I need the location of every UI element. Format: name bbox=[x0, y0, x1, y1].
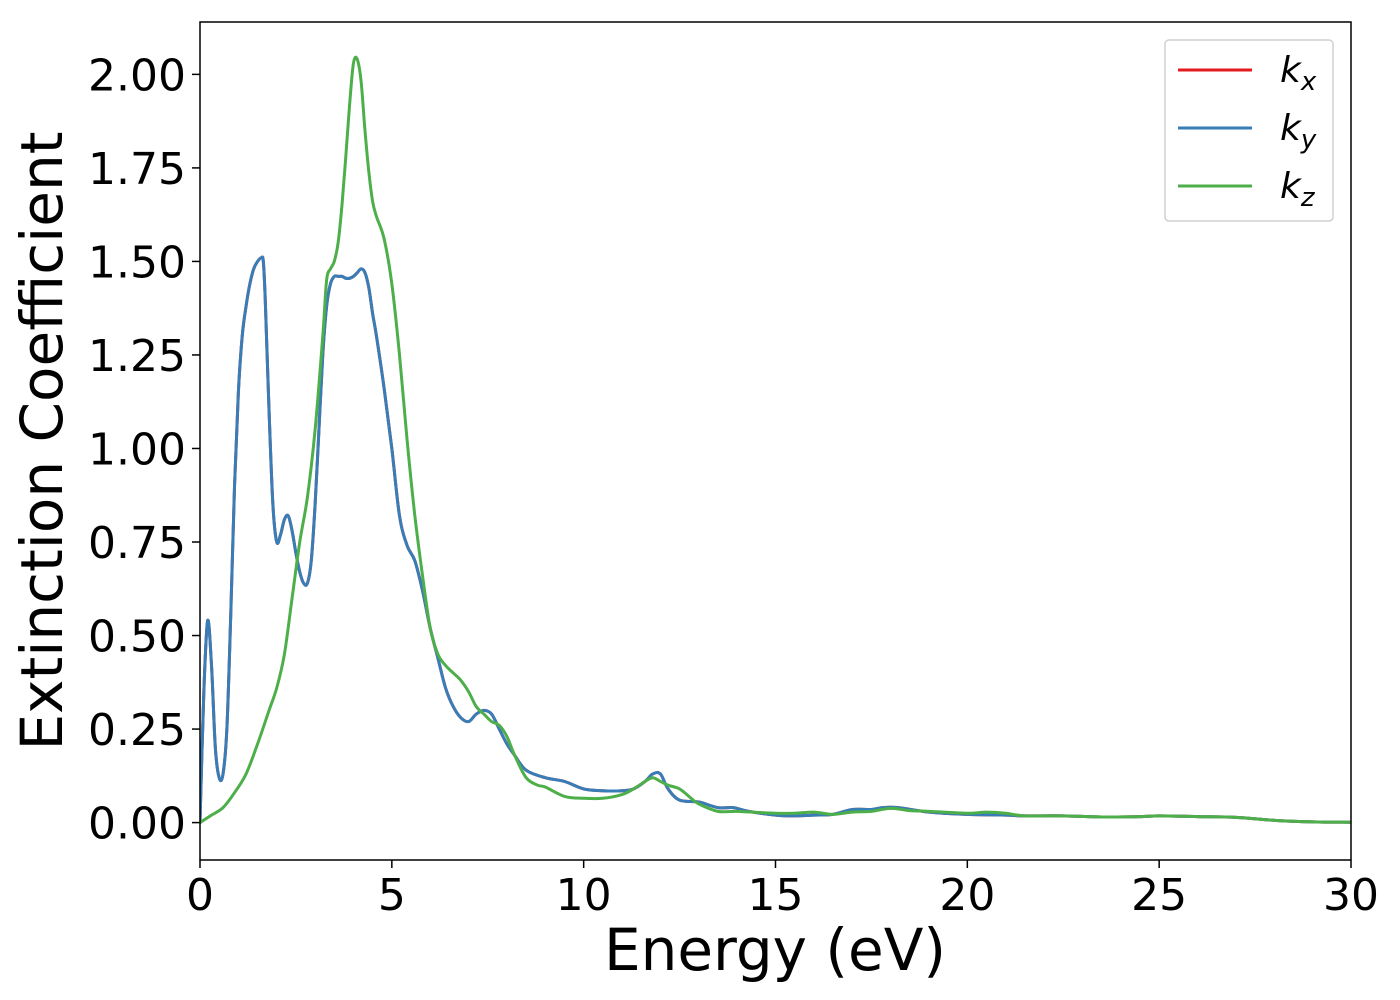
series-line-kx bbox=[200, 255, 1351, 825]
x-tick-label: 25 bbox=[1131, 870, 1187, 921]
legend-label-ky: ky bbox=[1280, 108, 1317, 155]
y-tick-label: 1.25 bbox=[88, 331, 186, 382]
y-tick-label: 0.25 bbox=[88, 705, 186, 756]
y-axis-ticks: 0.00 0.25 0.50 0.75 1.00 1.25 1.50 1.75 2.00 bbox=[88, 50, 200, 850]
series-line-ky bbox=[200, 255, 1351, 825]
x-tick-label: 15 bbox=[748, 870, 804, 921]
series-line-kz bbox=[200, 55, 1351, 825]
legend-frame bbox=[1164, 39, 1334, 222]
y-tick-label: 1.50 bbox=[88, 237, 186, 288]
y-tick-label: 2.00 bbox=[88, 50, 186, 101]
x-tick-label: 20 bbox=[939, 870, 995, 921]
x-tick-label: 10 bbox=[556, 870, 612, 921]
y-tick-label: 1.75 bbox=[88, 144, 186, 195]
legend-label-kx: kx bbox=[1280, 50, 1317, 97]
x-tick-label: 5 bbox=[378, 870, 406, 921]
y-tick-label: 0.50 bbox=[88, 612, 186, 663]
y-tick-label: 0.75 bbox=[88, 518, 186, 569]
y-tick-label: 1.00 bbox=[88, 424, 186, 475]
legend-items: kx ky kz bbox=[1178, 50, 1317, 213]
x-tick-label: 30 bbox=[1323, 870, 1379, 921]
series-layer bbox=[200, 55, 1351, 825]
x-tick-label: 0 bbox=[186, 870, 214, 921]
y-axis-label: Extinction Coefficient bbox=[8, 132, 76, 751]
x-axis-ticks: 0 5 10 15 20 25 30 bbox=[186, 860, 1379, 921]
legend: kx ky kz bbox=[1164, 39, 1334, 222]
legend-label-kz: kz bbox=[1280, 166, 1316, 213]
y-tick-label: 0.00 bbox=[88, 799, 186, 850]
x-axis-label: Energy (eV) bbox=[604, 916, 946, 984]
